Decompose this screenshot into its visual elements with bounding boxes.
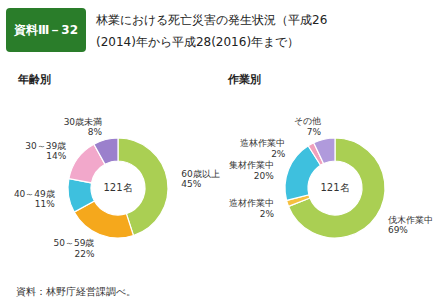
- data-label-value: 69%: [388, 225, 408, 235]
- badge-label: 資料Ⅲ－32: [13, 23, 78, 37]
- center-label: 121名: [320, 182, 349, 193]
- data-label-value: 20%: [254, 171, 274, 181]
- data-label: 60歳以上45%: [181, 169, 219, 189]
- data-label-category: 集材作業中: [229, 160, 274, 170]
- data-label: 伐木作業中69%: [388, 215, 433, 235]
- data-label-value: 7%: [307, 127, 322, 137]
- data-label-value: 8%: [88, 127, 103, 137]
- data-label-category: 30～39歳: [25, 141, 66, 151]
- title: (2014)年から平成28(2016)年まで）: [96, 35, 299, 49]
- badge: [6, 8, 86, 52]
- chart-root: 資料Ⅲ－32 林業における死亡災害の発生状況（平成26 (2014)年から平成28(…: [0, 0, 446, 306]
- data-label: 50～59歳22%: [54, 238, 95, 258]
- title: 林業における死亡災害の発生状況（平成26: [95, 13, 327, 27]
- data-label-value: 45%: [181, 179, 201, 189]
- pie: 121名60歳以上45%50～59歳22%40～49歳11%30～39歳14%3…: [14, 117, 220, 259]
- data-label-value: 14%: [46, 151, 66, 161]
- pie: 121名伐木作業中69%造材作業中2%集材作業中20%造林作業中2%その他7%: [229, 116, 433, 238]
- data-label: 30～39歳14%: [25, 141, 66, 161]
- chart-title: 年齢別: [17, 73, 51, 86]
- data-label: 30歳未満8%: [64, 117, 103, 137]
- data-label-value: 2%: [271, 149, 286, 159]
- data-label-category: 50～59歳: [54, 238, 95, 248]
- center-label: 121名: [103, 182, 132, 193]
- slice: [94, 138, 118, 164]
- source: 資料：林野庁経営課調べ。: [16, 286, 136, 297]
- data-label-category: 40～49歳: [14, 189, 55, 199]
- data-label: 集材作業中20%: [229, 160, 274, 180]
- data-label-category: 30歳未満: [64, 117, 102, 127]
- data-label: 造材作業中2%: [229, 198, 274, 218]
- data-label: その他7%: [294, 116, 321, 136]
- data-label-category: その他: [294, 116, 321, 126]
- header: 資料Ⅲ－32 林業における死亡災害の発生状況（平成26 (2014)年から平成28(…: [6, 8, 327, 52]
- data-label-category: 60歳以上: [181, 169, 219, 179]
- data-label-category: 伐木作業中: [388, 215, 433, 225]
- data-label-value: 11%: [35, 199, 55, 209]
- data-label-value: 22%: [74, 249, 94, 259]
- slice: [68, 179, 94, 212]
- data-label-category: 造材作業中: [229, 198, 274, 208]
- slice: [314, 138, 335, 164]
- data-label: 造林作業中2%: [240, 138, 285, 158]
- data-label-value: 2%: [260, 209, 275, 219]
- data-label-category: 造林作業中: [240, 138, 285, 148]
- chart-title: 作業別: [227, 73, 261, 86]
- data-label: 40～49歳11%: [14, 189, 55, 209]
